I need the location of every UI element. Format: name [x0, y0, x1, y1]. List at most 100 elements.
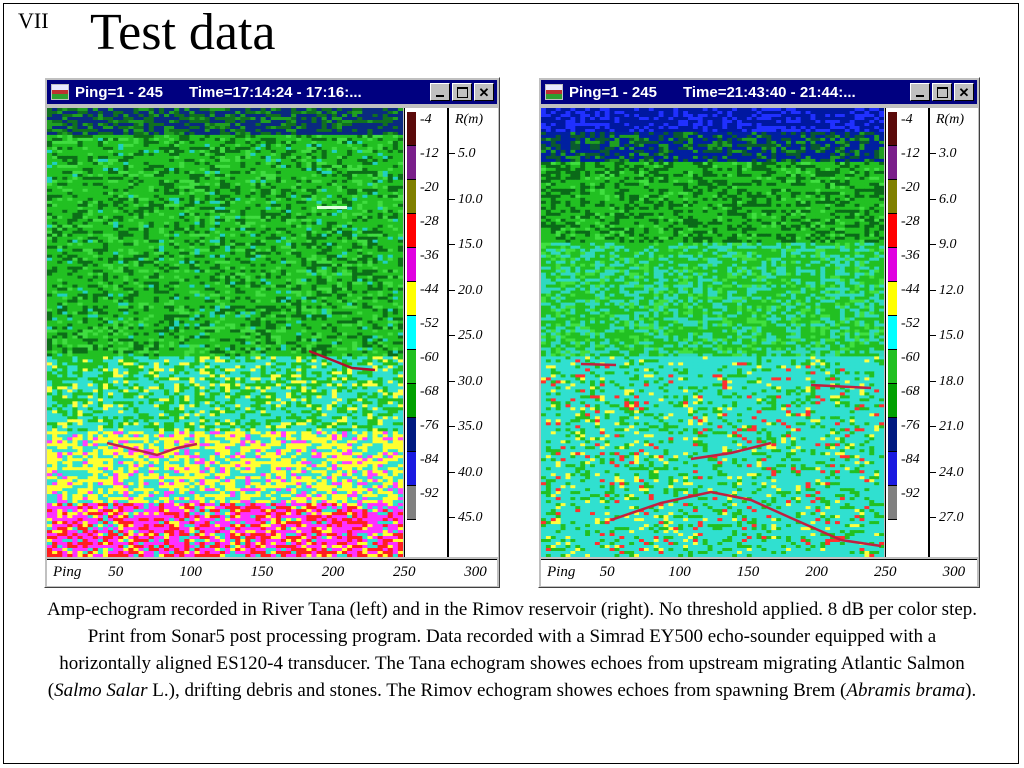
db-label: -4	[420, 112, 432, 128]
ping-tick-label: 50	[108, 564, 123, 581]
color-scale-bar	[407, 112, 416, 520]
color-step	[407, 384, 416, 418]
window-titlebar[interactable]: Ping=1 - 245 Time=17:14:24 - 17:16:... ✕	[47, 80, 497, 104]
db-label: -52	[901, 316, 920, 332]
range-tick-label: 21.0	[928, 419, 964, 435]
ping-tick-label: 250	[393, 564, 416, 581]
color-step	[888, 316, 897, 350]
color-step	[888, 180, 897, 214]
db-label: -44	[420, 282, 439, 298]
color-step	[888, 146, 897, 180]
minimize-button[interactable]	[430, 83, 450, 101]
caption-species-bream: Abramis brama	[846, 680, 965, 701]
close-icon: ✕	[479, 86, 490, 99]
range-tick-label: 20.0	[447, 283, 483, 299]
db-label: -84	[420, 452, 439, 468]
sonar-app-icon	[51, 84, 69, 100]
color-step	[888, 248, 897, 282]
db-label: -52	[420, 316, 439, 332]
ping-tick-label: 50	[600, 564, 615, 581]
fish-trace	[610, 490, 882, 548]
color-step	[888, 452, 897, 486]
fish-trace	[308, 349, 376, 372]
color-scale-bar	[888, 112, 897, 520]
ping-tick-label: 100	[179, 564, 202, 581]
ping-axis: Ping 50 100 150 200 250 300	[541, 559, 977, 586]
echogram-window-tana[interactable]: Ping=1 - 245 Time=17:14:24 - 17:16:... ✕…	[44, 77, 500, 588]
db-label: -92	[901, 486, 920, 502]
slide-title: Test data	[90, 4, 276, 61]
range-tick-label: 15.0	[928, 328, 964, 344]
range-tick-label: 15.0	[447, 237, 483, 253]
range-tick-label: 5.0	[447, 146, 476, 162]
db-label: -92	[420, 486, 439, 502]
db-label: -76	[420, 418, 439, 434]
color-step	[888, 282, 897, 316]
range-tick-label: 10.0	[447, 192, 483, 208]
db-label: -60	[420, 350, 439, 366]
color-step	[407, 146, 416, 180]
db-label: -28	[901, 214, 920, 230]
ping-axis: Ping 50 100 150 200 250 300	[47, 559, 497, 586]
close-button[interactable]: ✕	[954, 83, 974, 101]
range-axis-label: R(m)	[455, 112, 483, 128]
caption-text-3: ).	[965, 680, 976, 701]
color-step	[888, 350, 897, 384]
fish-trace	[690, 441, 772, 461]
fish-trace	[810, 383, 872, 390]
db-label: -36	[901, 248, 920, 264]
color-step	[407, 452, 416, 486]
ping-axis-label: Ping	[53, 564, 81, 581]
minimize-button[interactable]	[910, 83, 930, 101]
ping-tick-label: 150	[251, 564, 274, 581]
maximize-button[interactable]	[452, 83, 472, 101]
db-label: -20	[901, 180, 920, 196]
color-step	[407, 316, 416, 350]
db-label: -44	[901, 282, 920, 298]
ping-tick-label: 200	[322, 564, 345, 581]
ping-tick-label: 250	[874, 564, 897, 581]
db-label: -28	[420, 214, 439, 230]
range-tick-label: 3.0	[928, 146, 957, 162]
ping-tick-label: 300	[464, 564, 487, 581]
db-label: -68	[901, 384, 920, 400]
title-time-range: Time=21:43:40 - 21:44:...	[683, 84, 856, 101]
color-step	[888, 418, 897, 452]
maximize-button[interactable]	[932, 83, 952, 101]
echogram-canvas[interactable]	[47, 108, 403, 557]
range-tick-label: 25.0	[447, 328, 483, 344]
range-tick-label: 6.0	[928, 192, 957, 208]
title-time-range: Time=17:14:24 - 17:16:...	[189, 84, 362, 101]
slide-frame	[3, 3, 1019, 764]
color-step	[407, 180, 416, 214]
ping-tick-label: 100	[668, 564, 691, 581]
db-label: -12	[420, 146, 439, 162]
ping-tick-label: 300	[943, 564, 966, 581]
ping-tick-label: 200	[805, 564, 828, 581]
color-step	[888, 214, 897, 248]
fish-trace	[106, 441, 198, 457]
range-tick-label: 27.0	[928, 510, 964, 526]
color-step	[888, 486, 897, 520]
db-label: -12	[901, 146, 920, 162]
close-icon: ✕	[959, 86, 970, 99]
echogram-window-rimov[interactable]: Ping=1 - 245 Time=21:43:40 - 21:44:... ✕…	[538, 77, 980, 588]
color-step	[407, 214, 416, 248]
db-label: -68	[420, 384, 439, 400]
color-step	[888, 112, 897, 146]
range-tick-label: 12.0	[928, 283, 964, 299]
slide-number: VII	[18, 8, 49, 34]
window-titlebar[interactable]: Ping=1 - 245 Time=21:43:40 - 21:44:... ✕	[541, 80, 977, 104]
close-button[interactable]: ✕	[474, 83, 494, 101]
color-step	[407, 350, 416, 384]
range-axis-line	[447, 108, 449, 557]
range-tick-label: 45.0	[447, 510, 483, 526]
echogram-canvas[interactable]	[541, 108, 884, 557]
db-label: -76	[901, 418, 920, 434]
db-label: -84	[901, 452, 920, 468]
range-tick-label: 18.0	[928, 374, 964, 390]
scale-panel: -4 -12 -20 -28 -36 -44 -52 -60 -68 -76 -84 -92 R(m)…	[404, 108, 498, 557]
sonar-app-icon	[545, 84, 563, 100]
color-step	[407, 282, 416, 316]
scale-panel: -4 -12 -20 -28 -36 -44 -52 -60 -68 -76 -84 -92 R(m)…	[885, 108, 978, 557]
